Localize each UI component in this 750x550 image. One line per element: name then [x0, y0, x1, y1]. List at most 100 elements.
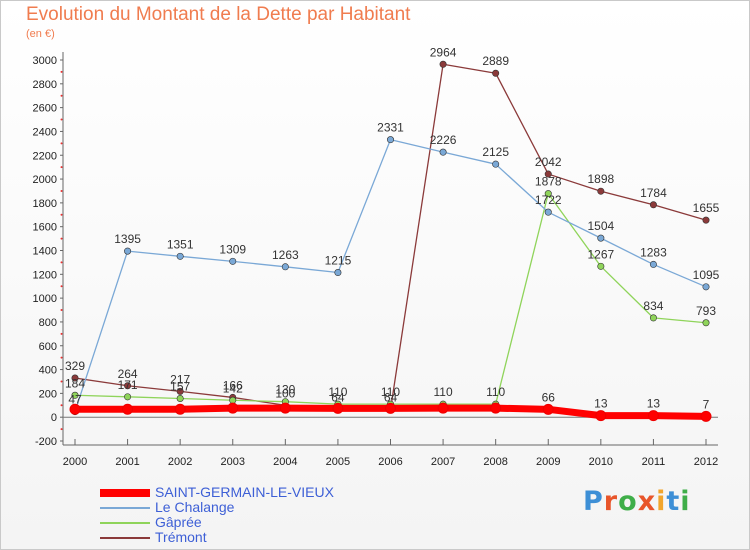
- data-point-3: [176, 387, 184, 395]
- data-label: 66: [542, 390, 556, 404]
- y-minor-dot: [60, 380, 63, 383]
- x-tick-label: 2003: [221, 456, 245, 468]
- data-label: 1095: [693, 268, 720, 282]
- data-point-3: [492, 69, 500, 77]
- logo-letter: t: [666, 486, 681, 517]
- data-label: 47: [68, 393, 82, 407]
- legend-label: Le Chalange: [155, 499, 235, 515]
- legend-swatch: [100, 489, 150, 497]
- data-label: 1504: [587, 219, 614, 233]
- data-label: 2226: [430, 133, 457, 147]
- y-tick-label: 800: [39, 317, 57, 329]
- x-tick-label: 2008: [483, 456, 507, 468]
- y-minor-dot: [60, 428, 63, 431]
- data-label: 2331: [377, 121, 404, 135]
- data-point-0: [437, 402, 449, 414]
- data-point-1: [649, 260, 657, 268]
- legend-label: Gâprée: [155, 514, 202, 530]
- y-minor-dot: [60, 237, 63, 240]
- y-minor-dot: [60, 166, 63, 169]
- x-tick-label: 2006: [378, 456, 402, 468]
- data-point-1: [386, 136, 394, 144]
- data-label: 64: [331, 391, 345, 405]
- data-label: 130: [275, 383, 295, 397]
- y-minor-dot: [60, 118, 63, 121]
- data-point-3: [649, 201, 657, 209]
- data-label: 217: [170, 372, 190, 386]
- y-tick-label: 2800: [33, 79, 57, 91]
- data-label: 1395: [114, 232, 141, 246]
- y-tick-label: 2000: [33, 174, 57, 186]
- logo-letter: r: [603, 486, 619, 517]
- data-label: 13: [594, 397, 608, 411]
- y-tick-label: 1600: [33, 222, 57, 234]
- y-tick-label: 400: [39, 365, 57, 377]
- data-point-1: [439, 148, 447, 156]
- legend-label: Trémont: [155, 529, 207, 545]
- logo-letter: x: [637, 486, 657, 517]
- data-point-3: [124, 382, 132, 390]
- data-label: 100: [275, 386, 295, 400]
- data-point-2: [597, 262, 605, 270]
- chart-title: Evolution du Montant de la Dette par Hab…: [26, 4, 411, 25]
- x-tick-label: 2001: [115, 456, 139, 468]
- proxiti-logo: Proxiti: [583, 486, 691, 517]
- data-point-2: [176, 394, 184, 402]
- y-minor-dot: [60, 189, 63, 192]
- data-label: 110: [328, 385, 347, 399]
- data-point-0: [332, 402, 344, 414]
- legend-swatch: [100, 537, 150, 539]
- chart-subtitle: (en €): [26, 28, 55, 40]
- data-label: 2125: [482, 145, 509, 159]
- y-minor-dot: [60, 332, 63, 335]
- data-label: 1351: [167, 237, 194, 251]
- y-tick-label: 2200: [33, 150, 57, 162]
- data-point-2: [124, 393, 132, 401]
- data-label: 142: [223, 381, 243, 395]
- data-label: 1722: [535, 193, 562, 207]
- x-tick-label: 2009: [536, 456, 560, 468]
- data-point-2: [702, 319, 710, 327]
- data-point-3: [71, 374, 79, 382]
- data-point-0: [490, 402, 502, 414]
- x-tick-label: 2011: [642, 456, 666, 468]
- y-minor-dot: [60, 213, 63, 216]
- data-point-1: [597, 234, 605, 242]
- data-point-1: [492, 160, 500, 168]
- y-tick-label: -200: [35, 436, 57, 448]
- x-tick-label: 2002: [168, 456, 192, 468]
- data-label: 834: [643, 299, 663, 313]
- data-point-0: [279, 402, 291, 414]
- data-point-0: [542, 403, 554, 415]
- data-label: 171: [118, 378, 138, 392]
- data-label: 793: [696, 304, 716, 318]
- data-point-0: [700, 410, 712, 422]
- data-point-0: [647, 410, 659, 422]
- y-tick-label: 600: [39, 341, 57, 353]
- data-label: 1655: [693, 201, 720, 215]
- data-point-2: [229, 396, 237, 404]
- logo-letter: P: [583, 486, 604, 517]
- data-label: 157: [170, 379, 190, 393]
- data-label: 110: [434, 385, 453, 399]
- data-point-0: [385, 402, 396, 414]
- legend-label: SAINT-GERMAIN-LE-VIEUX: [155, 484, 334, 500]
- y-tick-label: 1400: [33, 246, 57, 258]
- data-point-0: [595, 410, 607, 422]
- data-label: 264: [118, 367, 138, 381]
- y-tick-label: 0: [51, 412, 57, 424]
- y-minor-dot: [60, 309, 63, 312]
- y-minor-dot: [60, 142, 63, 145]
- data-label: 1263: [272, 248, 299, 262]
- data-label: 1784: [640, 186, 667, 200]
- data-label: 2889: [482, 54, 509, 68]
- y-minor-dot: [60, 356, 63, 359]
- data-label: 1878: [535, 175, 562, 189]
- data-point-1: [281, 263, 289, 271]
- x-tick-label: 2012: [694, 456, 718, 468]
- data-point-1: [334, 269, 342, 277]
- logo-letter: o: [618, 486, 638, 517]
- data-label: 1283: [640, 245, 667, 259]
- data-point-1: [124, 247, 132, 255]
